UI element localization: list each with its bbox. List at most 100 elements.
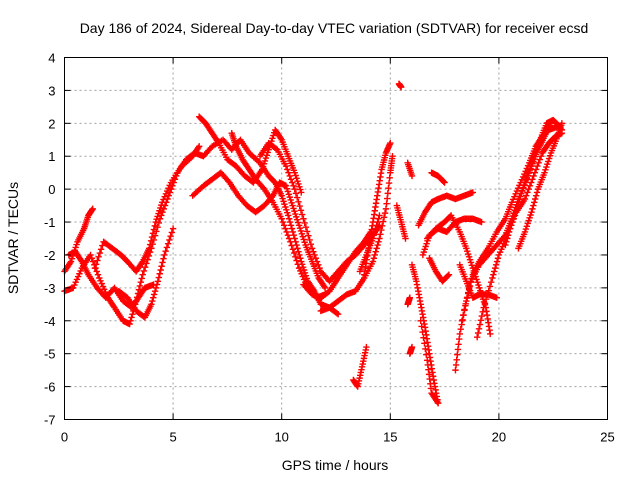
data-point: [287, 176, 295, 183]
data-point: [505, 232, 512, 239]
data-point: [444, 272, 452, 279]
x-tick-label: 5: [169, 430, 176, 445]
data-point: [287, 222, 295, 229]
data-point: [311, 251, 318, 259]
x-axis-label: GPS time / hours: [282, 457, 389, 473]
x-tick-label: 10: [274, 430, 288, 445]
data-point: [148, 301, 155, 308]
data-track: [61, 205, 96, 275]
data-point: [526, 182, 534, 190]
data-point: [272, 145, 280, 152]
data-point: [376, 212, 383, 219]
data-point: [306, 236, 313, 244]
data-point: [423, 351, 430, 358]
data-point: [466, 283, 473, 291]
data-point: [363, 343, 370, 351]
data-track: [195, 113, 305, 196]
data-point: [525, 185, 532, 193]
data-point: [370, 255, 378, 262]
data-point: [478, 218, 485, 226]
data-point: [225, 177, 232, 185]
data-track: [417, 317, 442, 407]
data-point: [524, 189, 531, 196]
data-point: [408, 172, 416, 180]
data-point: [534, 162, 541, 170]
data-point: [288, 225, 296, 232]
data-point: [286, 218, 294, 226]
data-point: [530, 202, 537, 209]
data-track: [428, 169, 448, 186]
data-point: [292, 190, 300, 197]
data-point: [489, 274, 496, 282]
y-tick-label: 4: [48, 51, 55, 66]
data-point: [294, 245, 301, 252]
data-point: [312, 255, 320, 262]
data-point: [297, 207, 305, 214]
data-point: [308, 245, 316, 252]
y-tick-label: 0: [48, 182, 55, 197]
data-point: [321, 283, 328, 290]
data-point: [493, 294, 500, 301]
data-track: [361, 139, 394, 278]
data-point: [380, 214, 388, 221]
data-point: [88, 255, 96, 262]
grid: [64, 57, 608, 420]
data-track: [502, 120, 555, 249]
data-point: [140, 267, 148, 275]
data-point: [460, 311, 467, 319]
chart-title: Day 186 of 2024, Sidereal Day-to-day VTE…: [80, 20, 589, 36]
data-point: [160, 255, 167, 262]
data-point: [408, 343, 416, 351]
data-point: [536, 156, 544, 163]
data-point: [77, 256, 85, 264]
data-point: [374, 218, 381, 226]
data-point: [502, 241, 509, 249]
data-point: [285, 215, 293, 222]
data-point: [493, 258, 501, 265]
data-point: [277, 135, 284, 142]
data-point: [295, 248, 302, 255]
data-point: [289, 246, 297, 253]
x-tick-label: 25: [600, 430, 614, 445]
data-track: [404, 294, 414, 308]
data-track: [408, 261, 442, 407]
data-point: [433, 398, 441, 405]
data-point: [285, 235, 293, 242]
data-point: [418, 323, 425, 330]
y-tick-label: 3: [48, 83, 55, 98]
data-point: [310, 248, 317, 255]
y-tick-label: -7: [44, 413, 56, 428]
data-point: [370, 232, 378, 239]
data-point: [286, 172, 293, 180]
data-point: [127, 317, 134, 324]
data-point: [535, 159, 542, 167]
data-point: [457, 326, 464, 333]
data-point: [303, 228, 311, 235]
y-tick-label: 2: [48, 116, 55, 131]
data-point: [532, 166, 540, 173]
data-point: [529, 176, 536, 183]
data-point: [288, 242, 295, 249]
data-point: [462, 300, 469, 308]
data-point: [195, 144, 202, 151]
plot-frame: [64, 57, 608, 420]
data-point: [155, 219, 163, 227]
data-point: [289, 228, 297, 236]
data-point: [375, 215, 382, 222]
data-point: [93, 268, 100, 275]
data-point: [291, 185, 298, 193]
data-point: [282, 162, 290, 170]
data-point: [421, 340, 428, 347]
data-point: [150, 226, 158, 233]
data-point: [97, 246, 105, 253]
data-point: [316, 264, 323, 272]
data-point: [369, 235, 377, 242]
data-point: [307, 240, 315, 248]
data-point: [298, 211, 306, 218]
data-track: [395, 80, 405, 91]
data-point: [150, 291, 158, 298]
data-point: [486, 283, 494, 290]
data-point: [285, 212, 292, 219]
